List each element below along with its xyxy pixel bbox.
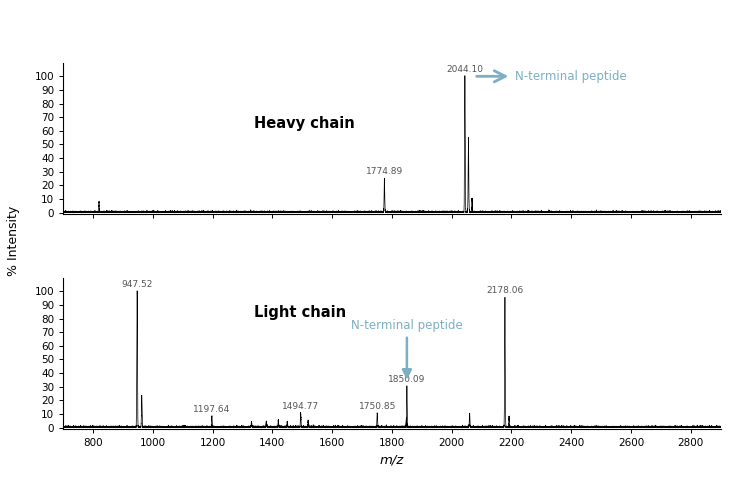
- Text: 1494.77: 1494.77: [282, 402, 319, 411]
- Text: N-terminal peptide: N-terminal peptide: [351, 319, 463, 332]
- Text: 947.52: 947.52: [121, 280, 153, 289]
- Text: Heavy chain: Heavy chain: [254, 116, 354, 131]
- Text: 1774.89: 1774.89: [366, 167, 403, 176]
- Text: 1850.09: 1850.09: [388, 375, 426, 384]
- Text: 1750.85: 1750.85: [359, 402, 396, 411]
- X-axis label: m/z: m/z: [380, 454, 404, 467]
- Text: 1197.64: 1197.64: [193, 405, 230, 414]
- Text: % Intensity: % Intensity: [7, 206, 20, 276]
- Text: 2044.10: 2044.10: [447, 65, 484, 74]
- Text: Light chain: Light chain: [254, 305, 346, 320]
- Text: 2178.06: 2178.06: [487, 286, 524, 295]
- Text: N-terminal peptide: N-terminal peptide: [515, 70, 627, 83]
